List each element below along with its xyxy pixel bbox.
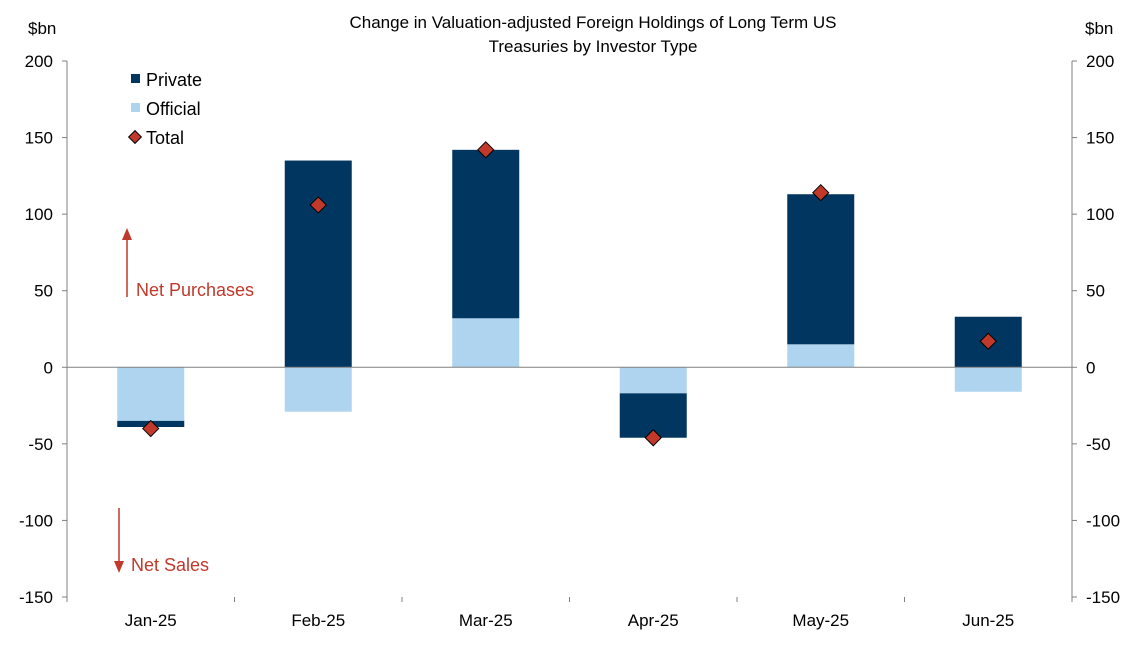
x-tick-label: May-25 [792,611,849,630]
x-tick-label: Jan-25 [125,611,177,630]
left-tick-label: 200 [25,52,53,71]
bar-official [954,367,1022,392]
chart-subtitle: Treasuries by Investor Type [489,37,698,56]
right-axis: -150 -100 -50 0 50 100 150 200 [1071,52,1120,607]
net-sales-label: Net Sales [131,555,209,575]
right-axis-unit: $bn [1085,19,1113,38]
chart-title: Change in Valuation-adjusted Foreign Hol… [350,13,837,32]
bar-official [452,318,520,368]
bar-private [284,160,352,368]
left-axis-unit: $bn [28,19,56,38]
legend-swatch-official [131,103,140,112]
right-tick-label: -50 [1086,435,1111,454]
legend-swatch-private [131,74,140,83]
right-tick-label: 50 [1086,282,1105,301]
left-tick-label: 0 [44,358,53,377]
right-tick-label: -150 [1086,588,1120,607]
bar-private [787,194,855,345]
left-tick-label: 150 [25,129,53,148]
net-sales-annotation: Net Sales [114,508,209,575]
up-arrow-icon [122,228,132,240]
net-purchases-label: Net Purchases [136,280,254,300]
right-tick-label: 0 [1086,358,1095,377]
left-tick-label: -150 [19,588,53,607]
right-tick-label: 150 [1086,129,1114,148]
right-tick-label: -100 [1086,511,1120,530]
right-tick-label: 100 [1086,205,1114,224]
left-tick-label: 50 [34,282,53,301]
net-purchases-annotation: Net Purchases [122,228,254,300]
legend-label-private: Private [146,70,202,90]
left-tick-label: 100 [25,205,53,224]
total-marker [309,196,327,214]
left-tick-label: -50 [28,435,53,454]
bar-official [117,367,185,421]
x-tick-label: Jun-25 [962,611,1014,630]
total-marker [477,141,495,159]
total-marker [142,419,160,438]
total-marker [979,332,997,350]
x-tick-label: Apr-25 [628,611,679,630]
legend-label-official: Official [146,99,201,119]
left-axis: -150 -100 -50 0 50 100 150 200 [19,52,68,607]
total-markers [142,141,997,447]
total-marker [812,183,830,202]
x-axis-labels: Jan-25 Feb-25 Mar-25 Apr-25 May-25 Jun-25 [66,597,1073,630]
left-tick-label: -100 [19,511,53,530]
bar-official [619,367,687,394]
bars [117,149,1022,438]
bar-official [787,344,855,368]
legend-label-total: Total [146,128,184,148]
down-arrow-icon [114,561,124,573]
legend: Private Official Total [127,70,202,148]
bar-official [284,367,352,412]
total-marker [644,429,662,447]
x-tick-label: Feb-25 [291,611,345,630]
x-tick-label: Mar-25 [459,611,513,630]
right-tick-label: 200 [1086,52,1114,71]
legend-swatch-total [127,129,143,145]
bar-private [452,149,520,319]
